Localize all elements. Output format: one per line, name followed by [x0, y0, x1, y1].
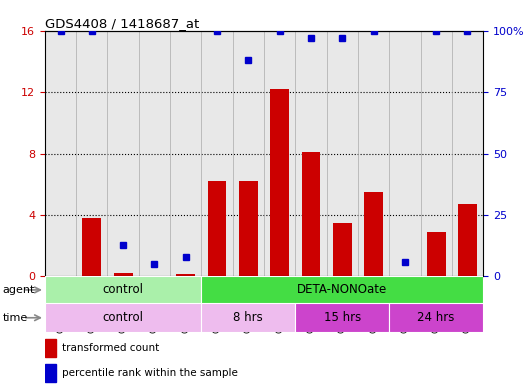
Bar [301, 152, 320, 276]
Text: control: control [102, 311, 144, 324]
Bar [208, 181, 227, 276]
Bar [201, 303, 295, 332]
Bar [45, 364, 56, 382]
Bar [176, 274, 195, 276]
Text: percentile rank within the sample: percentile rank within the sample [62, 368, 238, 378]
Bar [82, 218, 101, 276]
Bar [333, 223, 352, 276]
Bar [114, 273, 133, 276]
Text: transformed count: transformed count [62, 343, 159, 353]
Bar [295, 303, 389, 332]
Text: agent: agent [3, 285, 35, 295]
Text: control: control [102, 283, 144, 296]
Bar [239, 181, 258, 276]
Text: GDS4408 / 1418687_at: GDS4408 / 1418687_at [45, 17, 199, 30]
Text: 15 hrs: 15 hrs [324, 311, 361, 324]
Text: 8 hrs: 8 hrs [233, 311, 263, 324]
Bar [201, 276, 483, 303]
Text: 24 hrs: 24 hrs [418, 311, 455, 324]
Bar [389, 303, 483, 332]
Bar [364, 192, 383, 276]
Text: time: time [3, 313, 28, 323]
Bar [45, 303, 201, 332]
Bar [270, 89, 289, 276]
Text: DETA-NONOate: DETA-NONOate [297, 283, 388, 296]
Bar [45, 339, 56, 356]
Bar [427, 232, 446, 276]
Bar [458, 204, 477, 276]
Bar [45, 276, 201, 303]
